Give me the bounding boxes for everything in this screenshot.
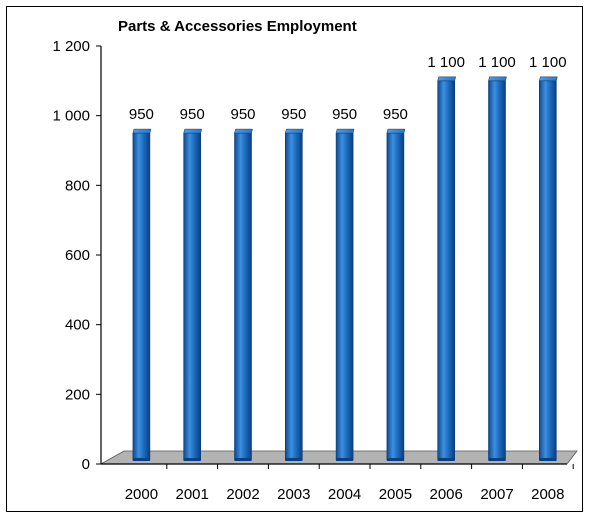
data-label: 1 100 [478, 54, 516, 71]
bar [133, 129, 151, 461]
x-tick-label: 2001 [176, 486, 209, 503]
bar [438, 77, 456, 461]
y-tick-label: 1 200 [52, 38, 90, 55]
data-label: 950 [230, 106, 255, 123]
bar [235, 129, 253, 461]
data-label: 950 [281, 106, 306, 123]
bar [184, 129, 202, 461]
bar [539, 77, 557, 461]
chart-title: Parts & Accessories Employment [118, 18, 357, 35]
bar [489, 77, 507, 461]
x-tick-label: 2006 [430, 486, 463, 503]
y-tick-label: 1 000 [52, 108, 90, 125]
y-axis: 0 200 400 600 800 1 000 1 200 [52, 38, 101, 473]
x-axis: 2000 2001 2002 2003 2004 2005 2006 2007 2008 [125, 464, 573, 503]
x-tick-label: 2005 [379, 486, 412, 503]
x-tick-label: 2000 [125, 486, 158, 503]
data-label: 1 100 [529, 54, 567, 71]
x-tick-label: 2007 [480, 486, 513, 503]
data-label: 950 [129, 106, 154, 123]
bar [285, 129, 303, 461]
data-label: 950 [180, 106, 205, 123]
data-label: 1 100 [427, 54, 465, 71]
data-label: 950 [332, 106, 357, 123]
x-tick-label: 2008 [531, 486, 564, 503]
y-tick-label: 0 [82, 456, 90, 473]
y-tick-label: 600 [65, 247, 90, 264]
y-tick-label: 400 [65, 317, 90, 334]
bar-series [133, 77, 557, 461]
y-tick-label: 200 [65, 386, 90, 403]
bar [387, 129, 405, 461]
bar [336, 129, 354, 461]
x-tick-label: 2004 [328, 486, 361, 503]
x-tick-label: 2002 [226, 486, 259, 503]
x-tick-label: 2003 [277, 486, 310, 503]
data-label: 950 [383, 106, 408, 123]
y-tick-label: 800 [65, 177, 90, 194]
